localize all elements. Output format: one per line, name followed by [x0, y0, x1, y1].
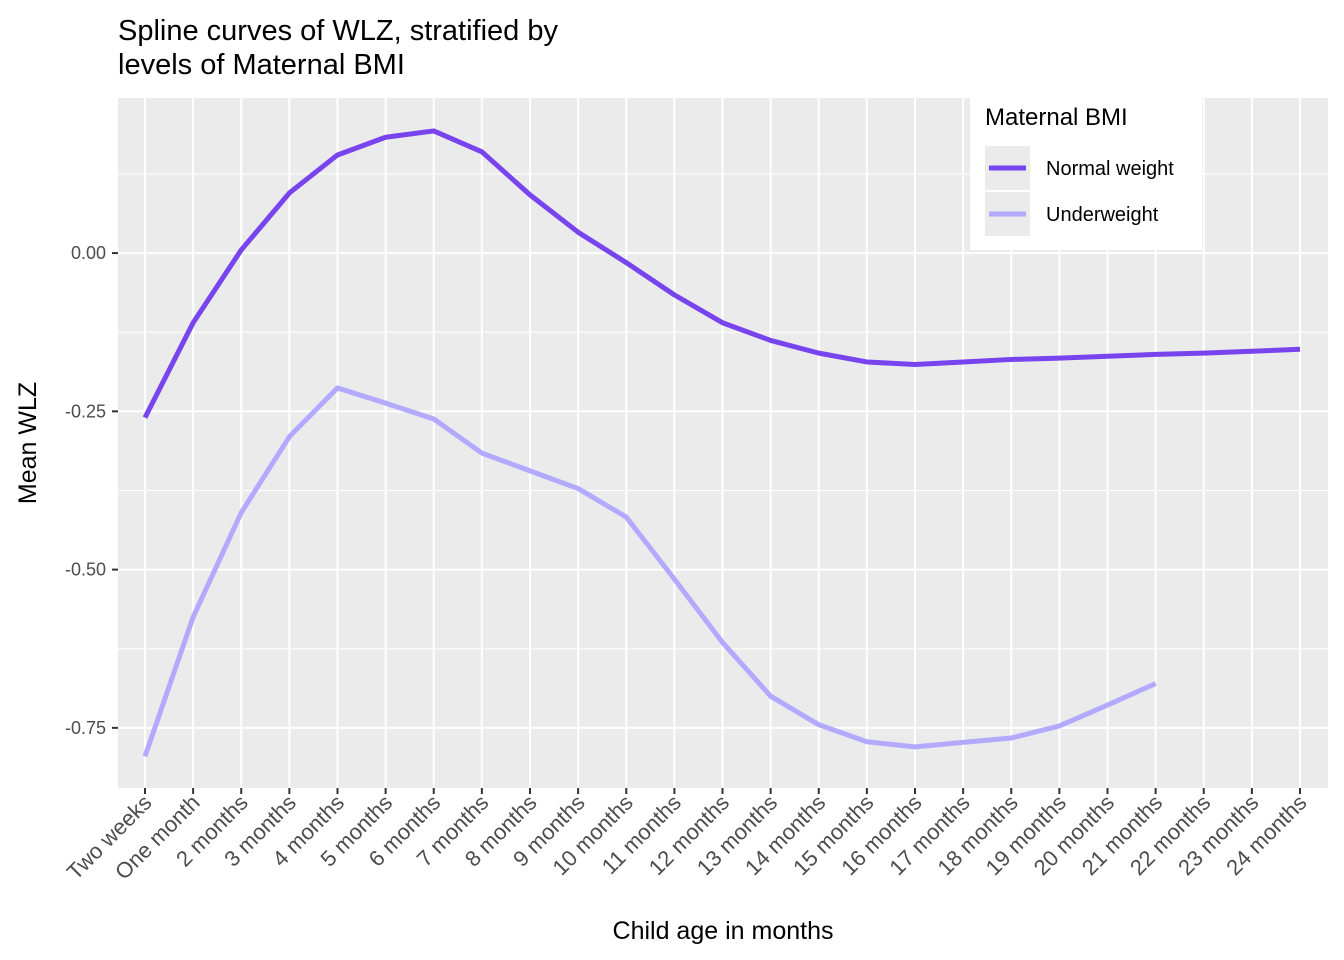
series-1-point-3: [287, 434, 292, 439]
y-tick-label: 0.00: [71, 243, 106, 263]
series-1-point-4: [335, 385, 340, 390]
chart-title: Spline curves of WLZ, stratified bylevel…: [118, 15, 558, 81]
series-0-point-21: [1153, 352, 1158, 357]
series-1-point-0: [143, 754, 148, 759]
series-0-point-14: [816, 351, 821, 356]
series-0-point-4: [335, 152, 340, 157]
y-tick-label: -0.50: [65, 560, 106, 580]
legend-label: Underweight: [1046, 204, 1159, 226]
series-0-point-0: [143, 415, 148, 420]
y-axis: 0.00 -0.25 -0.50 -0.75: [65, 243, 118, 738]
series-1-point-15: [864, 739, 869, 744]
series-1-point-7: [479, 451, 484, 456]
series-0-point-2: [239, 247, 244, 252]
series-1-point-6: [431, 416, 436, 421]
series-line-1: [142, 385, 1157, 758]
y-tick-label: -0.25: [65, 401, 106, 421]
series-0-point-18: [1009, 357, 1014, 362]
series-1-point-14: [816, 722, 821, 727]
series-0-point-19: [1057, 356, 1062, 361]
series-0-point-24: [1298, 347, 1303, 352]
series-0-point-20: [1105, 354, 1110, 359]
series-0-point-8: [528, 192, 533, 197]
legend-label: Normal weight: [1046, 158, 1174, 180]
series-lines: [142, 128, 1303, 759]
series-0-point-13: [768, 338, 773, 343]
series-0-point-5: [383, 135, 388, 140]
y-tick-label: -0.75: [65, 718, 106, 738]
series-0-point-15: [864, 359, 869, 364]
series-0-point-3: [287, 190, 292, 195]
series-1-point-18: [1009, 735, 1014, 740]
major-gridlines: [118, 98, 1328, 788]
series-1-point-12: [720, 640, 725, 645]
series-1-point-11: [672, 577, 677, 582]
series-1-point-8: [528, 468, 533, 473]
series-0-point-12: [720, 320, 725, 325]
series-0-point-16: [913, 362, 918, 367]
series-1-point-19: [1057, 723, 1062, 728]
series-1-point-9: [576, 486, 581, 491]
chart-title-line: Spline curves of WLZ, stratified by: [118, 15, 558, 47]
series-0-point-6: [431, 128, 436, 133]
series-1-point-16: [913, 744, 918, 749]
series-0-point-11: [672, 292, 677, 297]
series-1-point-10: [624, 515, 629, 520]
chart-title-line: levels of Maternal BMI: [118, 49, 405, 81]
series-0-point-17: [961, 359, 966, 364]
series-0-point-9: [576, 230, 581, 235]
series-1-point-17: [961, 740, 966, 745]
series-0-point-1: [191, 320, 196, 325]
y-axis-title: Mean WLZ: [14, 382, 42, 504]
legend: Maternal BMI Normal weight Underweight: [970, 96, 1202, 250]
series-1-point-21: [1153, 681, 1158, 686]
series-1-point-2: [239, 510, 244, 515]
series-1-point-13: [768, 694, 773, 699]
series-0-point-23: [1249, 349, 1254, 354]
series-1-point-1: [191, 615, 196, 620]
series-1-point-20: [1105, 703, 1110, 708]
series-1-point-5: [383, 401, 388, 406]
series-0-point-22: [1201, 351, 1206, 356]
series-0-point-7: [479, 149, 484, 154]
x-axis-title: Child age in months: [613, 917, 834, 945]
series-line-0: [142, 128, 1301, 419]
series-0-point-10: [624, 260, 629, 265]
legend-title: Maternal BMI: [985, 104, 1128, 131]
